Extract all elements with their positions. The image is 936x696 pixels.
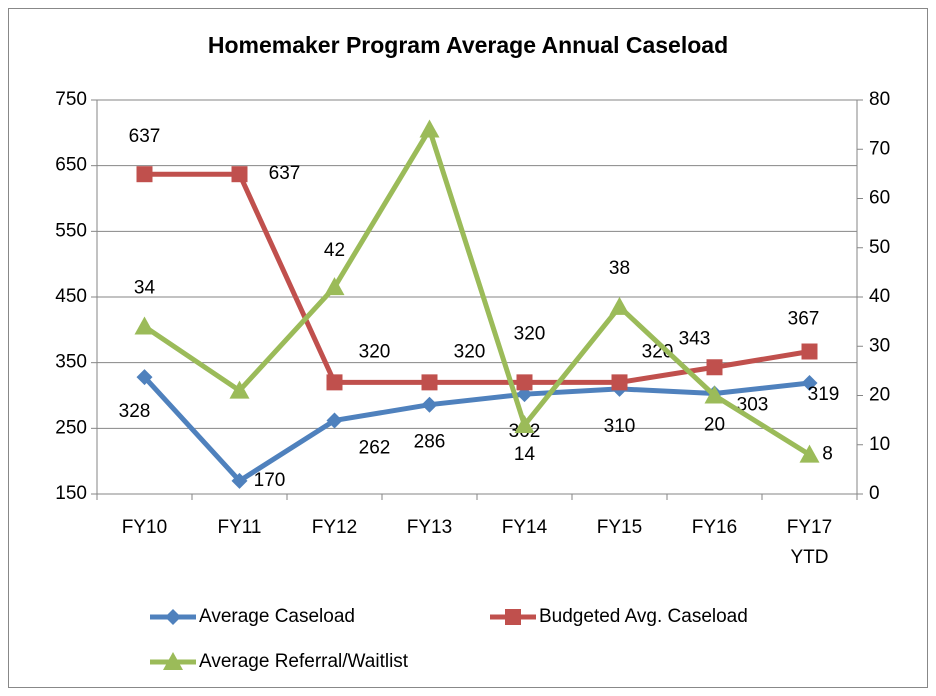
y2-tick-label: 70 <box>869 138 890 159</box>
series-line <box>144 171 810 385</box>
legend-marker <box>165 609 181 625</box>
marker <box>516 374 533 391</box>
x-tick-label: FY14 <box>502 517 548 538</box>
x-tick-label: FY12 <box>312 517 357 538</box>
data-label: 42 <box>324 240 345 261</box>
x-tick-label: FY11 <box>217 517 261 538</box>
x-tick-label: FY15 <box>597 517 642 538</box>
y2-tick-label: 40 <box>869 286 890 307</box>
data-label: 8 <box>822 444 833 465</box>
data-label: 34 <box>134 278 156 299</box>
y-tick-label: 350 <box>55 352 87 373</box>
y2-tick-label: 0 <box>869 483 880 504</box>
data-label: 38 <box>609 258 630 279</box>
marker <box>706 359 723 376</box>
marker <box>326 374 343 391</box>
data-label: 14 <box>514 444 536 465</box>
chart-border <box>8 8 928 688</box>
marker <box>419 119 440 138</box>
y-tick-label: 150 <box>55 483 87 504</box>
y-tick-label: 750 <box>55 89 87 110</box>
x-tick-label: FY13 <box>407 517 452 538</box>
marker <box>611 374 628 391</box>
marker <box>229 380 250 399</box>
marker <box>136 369 153 386</box>
x-tick-label: FY16 <box>692 517 737 538</box>
data-label: 286 <box>414 432 446 453</box>
marker <box>421 396 438 413</box>
series-line <box>143 127 811 457</box>
y2-tick-label: 10 <box>869 434 890 455</box>
y-tick-label: 450 <box>55 286 87 307</box>
y2-tick-label: 30 <box>869 335 890 356</box>
data-label: 170 <box>254 470 286 491</box>
marker <box>801 375 818 392</box>
marker <box>231 166 248 183</box>
marker <box>801 343 818 360</box>
data-label: 637 <box>269 163 301 184</box>
marker <box>324 277 345 296</box>
y-tick-label: 250 <box>55 417 87 438</box>
y-tick-label: 550 <box>55 220 87 241</box>
y-tick-label: 650 <box>55 155 87 176</box>
marker <box>421 374 438 391</box>
x-tick-label: FY10 <box>122 517 167 538</box>
data-label: 367 <box>788 309 820 330</box>
data-label: 320 <box>359 341 391 362</box>
y2-tick-label: 50 <box>869 237 890 258</box>
chart-title: Homemaker Program Average Annual Caseloa… <box>208 32 728 58</box>
legend-label: Average Caseload <box>199 606 355 627</box>
data-label: 262 <box>359 437 391 458</box>
legend-label: Budgeted Avg. Caseload <box>539 606 748 627</box>
legend-label: Average Referral/Waitlist <box>199 651 409 672</box>
x-tick-label: FY17 YTD <box>787 517 832 568</box>
marker <box>231 472 248 489</box>
marker <box>514 415 535 434</box>
data-label: 637 <box>129 126 161 147</box>
data-label: 320 <box>514 323 546 344</box>
y2-tick-label: 20 <box>869 385 890 406</box>
series-line <box>142 375 810 484</box>
marker <box>326 412 343 429</box>
data-label: 320 <box>454 341 486 362</box>
data-label: 303 <box>737 395 769 416</box>
marker <box>136 166 153 183</box>
legend-marker <box>505 609 521 625</box>
legend-marker <box>163 652 183 670</box>
data-label: 310 <box>604 416 636 437</box>
marker <box>704 385 725 404</box>
y2-tick-label: 80 <box>869 89 890 110</box>
y2-tick-label: 60 <box>869 188 890 209</box>
data-label: 319 <box>808 384 840 405</box>
marker <box>134 316 155 335</box>
marker <box>799 444 820 463</box>
marker <box>609 296 630 315</box>
data-label: 343 <box>679 328 711 349</box>
data-label: 328 <box>119 401 151 422</box>
data-label: 20 <box>704 415 725 436</box>
